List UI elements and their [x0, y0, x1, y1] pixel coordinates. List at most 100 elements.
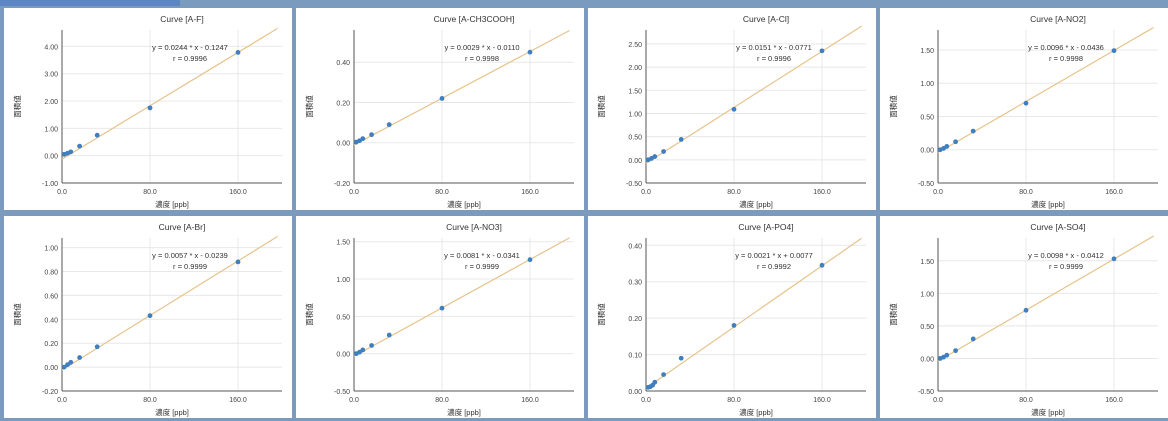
data-point	[94, 344, 100, 350]
chart-svg: Curve [A-SO4] -0.50 0.00 0.50 1.00 1.50 0.0 80.…	[888, 222, 1158, 417]
fit-equation: y = 0.0029 * x - 0.0110	[444, 43, 519, 52]
x-axis-label: 濃度 [ppb]	[155, 199, 189, 209]
y-tick-label: -1.00	[42, 181, 58, 188]
fit-equation: y = 0.0244 * x - 0.1247	[152, 43, 228, 52]
fit-equation: y = 0.0151 * x - 0.0771	[736, 43, 812, 52]
y-axis-label: 面積値	[888, 303, 898, 326]
title-strip	[0, 0, 180, 6]
x-tick-label: 160.0	[521, 397, 539, 404]
x-axis-label: 濃度 [ppb]	[447, 407, 481, 417]
chart-title: Curve [A-SO4]	[1030, 222, 1085, 232]
data-point	[94, 132, 100, 138]
data-point	[819, 48, 825, 54]
y-tick-label: 2.00	[628, 65, 642, 72]
correlation-text: r = 0.9999	[465, 262, 499, 271]
correlation-text: r = 0.9999	[1049, 262, 1083, 271]
y-axis-label: 面積値	[12, 95, 22, 118]
x-axis-label: 濃度 [ppb]	[739, 407, 773, 417]
data-point	[661, 149, 666, 154]
data-point	[1023, 307, 1029, 313]
y-tick-label: 1.50	[920, 48, 934, 55]
fit-equation: y = 0.0081 * x - 0.0341	[444, 251, 520, 260]
data-point	[970, 128, 976, 134]
correlation-text: r = 0.9999	[173, 262, 207, 271]
chart-title: Curve [A-PO4]	[738, 222, 793, 232]
data-point	[147, 313, 153, 319]
chart-svg: Curve [A-Br] -0.20 0.00 0.20 0.40 0.60 0.80 1.0…	[12, 222, 282, 417]
data-point	[661, 372, 666, 378]
y-tick-label: 0.00	[628, 158, 642, 165]
data-point	[953, 348, 958, 354]
y-tick-label: 0.40	[628, 243, 642, 250]
y-tick-label: 1.50	[920, 259, 934, 266]
y-tick-label: 0.00	[336, 141, 350, 148]
x-tick-label: 160.0	[229, 189, 247, 196]
x-axis-label: 濃度 [ppb]	[155, 407, 189, 417]
y-tick-label: 0.00	[336, 352, 350, 359]
x-tick-label: 80.0	[727, 189, 741, 196]
y-tick-label: -0.50	[334, 389, 350, 396]
x-axis-label: 濃度 [ppb]	[739, 199, 773, 209]
y-tick-label: 0.00	[628, 389, 642, 396]
y-axis-label: 面積値	[304, 303, 314, 326]
y-tick-label: 1.00	[628, 111, 642, 118]
data-point	[386, 332, 392, 338]
x-tick-label: 160.0	[813, 189, 831, 196]
y-axis-label: 面積値	[304, 95, 314, 118]
x-tick-label: 160.0	[813, 397, 831, 404]
data-point	[678, 355, 684, 361]
data-point	[678, 137, 684, 142]
data-point	[731, 106, 737, 112]
y-tick-label: -0.20	[334, 181, 350, 188]
chart-svg: Curve [A-NO3] -0.50 0.00 0.50 1.00 1.50 0.0 80.…	[304, 222, 574, 417]
y-axis-label: 面積値	[596, 303, 606, 326]
fit-equation: y = 0.0098 * x - 0.0412	[1028, 251, 1104, 260]
correlation-text: r = 0.9998	[1049, 54, 1083, 63]
chart-title: Curve [A-NO2]	[1030, 14, 1086, 24]
x-axis-label: 濃度 [ppb]	[447, 199, 481, 209]
y-axis-label: 面積値	[596, 95, 606, 118]
y-tick-label: 1.00	[44, 126, 58, 133]
data-point	[439, 96, 445, 101]
y-tick-label: 0.50	[920, 114, 934, 121]
data-point	[819, 262, 825, 268]
y-tick-label: -0.50	[918, 389, 934, 396]
y-tick-label: 0.00	[920, 356, 934, 363]
data-point	[953, 139, 958, 145]
data-point	[360, 136, 366, 142]
data-point	[235, 50, 241, 55]
y-tick-label: 0.00	[44, 365, 58, 372]
data-point	[68, 359, 74, 365]
y-tick-label: 0.50	[920, 324, 934, 331]
fit-equation: y = 0.0021 * x + 0.0077	[735, 251, 813, 260]
correlation-text: r = 0.9992	[757, 262, 791, 271]
y-tick-label: 2.00	[44, 99, 58, 106]
y-tick-label: -0.50	[918, 181, 934, 188]
y-tick-label: 1.00	[44, 246, 58, 253]
y-axis-label: 面積値	[888, 95, 898, 118]
y-tick-label: 0.50	[336, 314, 350, 321]
y-axis-label: 面積値	[12, 303, 22, 326]
y-tick-label: 1.00	[336, 277, 350, 284]
fit-equation: y = 0.0096 * x - 0.0436	[1028, 43, 1104, 52]
chart-panel: Curve [A-CH3COOH] -0.20 0.00 0.20 0.40 0.0 80.…	[296, 8, 584, 210]
y-tick-label: 0.00	[920, 148, 934, 155]
data-point	[439, 305, 445, 311]
y-tick-label: 0.40	[44, 317, 58, 324]
y-tick-label: 0.20	[336, 100, 350, 107]
y-tick-label: 1.50	[336, 240, 350, 247]
data-point	[1111, 256, 1117, 262]
y-tick-label: 3.00	[44, 72, 58, 79]
chart-title: Curve [A-NO3]	[446, 222, 502, 232]
x-tick-label: 160.0	[229, 397, 247, 404]
x-tick-label: 0.0	[933, 397, 943, 404]
chart-panel: Curve [A-F] -1.00 0.00 1.00 2.00 3.00 4.00 0.0 8…	[4, 8, 292, 210]
x-tick-label: 160.0	[1105, 397, 1123, 404]
fit-line	[645, 237, 862, 389]
data-point	[652, 379, 658, 385]
y-tick-label: 0.00	[44, 154, 58, 161]
y-tick-label: 0.60	[44, 293, 58, 300]
chart-panel: Curve [A-PO4] 0.00 0.10 0.20 0.30 0.40 0.0 80.0…	[588, 216, 876, 418]
chart-panel: Curve [A-NO2] -0.50 0.00 0.50 1.00 1.50 0.0 80.…	[880, 8, 1168, 210]
x-tick-label: 0.0	[349, 397, 359, 404]
